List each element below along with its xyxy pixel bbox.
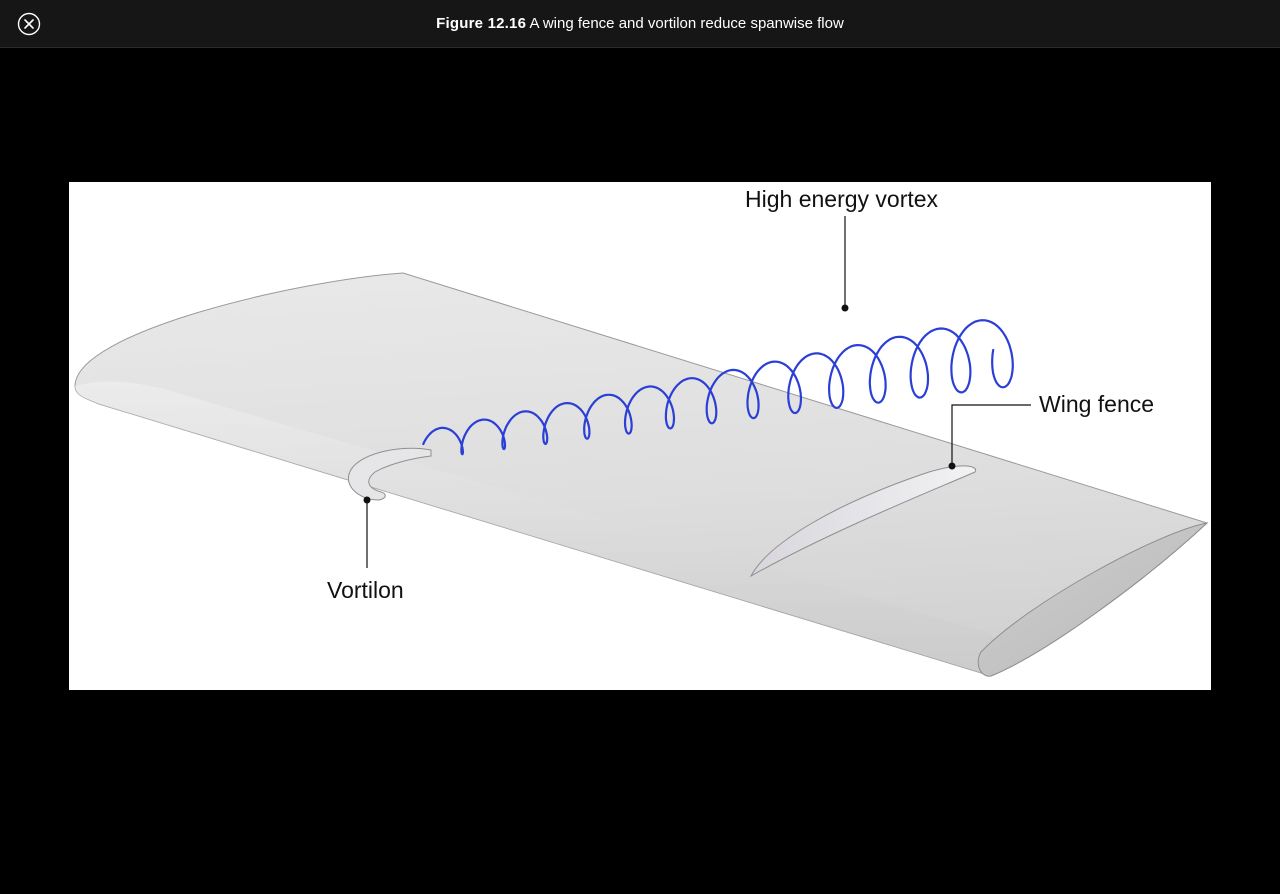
vortex-coil bbox=[422, 319, 1014, 456]
close-icon bbox=[17, 12, 41, 36]
vortex-leader-dot bbox=[841, 304, 849, 312]
vortex-label: High energy vortex bbox=[745, 186, 939, 212]
wing-illustration bbox=[74, 216, 1209, 677]
figure-caption: Figure 12.16 A wing fence and vortilon r… bbox=[0, 0, 1280, 47]
close-button[interactable] bbox=[17, 12, 41, 36]
figure-caption-text: A wing fence and vortilon reduce spanwis… bbox=[529, 15, 844, 32]
wing-fence-shape bbox=[749, 465, 977, 578]
wing-tip bbox=[977, 522, 1209, 677]
vortilon-leader-dot bbox=[363, 496, 371, 504]
fence-leader-line bbox=[951, 404, 1031, 466]
wing-leading-edge bbox=[75, 381, 1002, 676]
figure-image: High energy vortex Wing fence Vortilon bbox=[69, 182, 1211, 690]
fence-leader-dot bbox=[948, 462, 956, 470]
vortilon-shape bbox=[347, 447, 432, 501]
wing-fence-label: Wing fence bbox=[1039, 391, 1155, 417]
header-bar: Figure 12.16 A wing fence and vortilon r… bbox=[0, 0, 1280, 48]
figure-number: Figure 12.16 bbox=[436, 15, 527, 32]
vortilon-label: Vortilon bbox=[327, 577, 404, 603]
